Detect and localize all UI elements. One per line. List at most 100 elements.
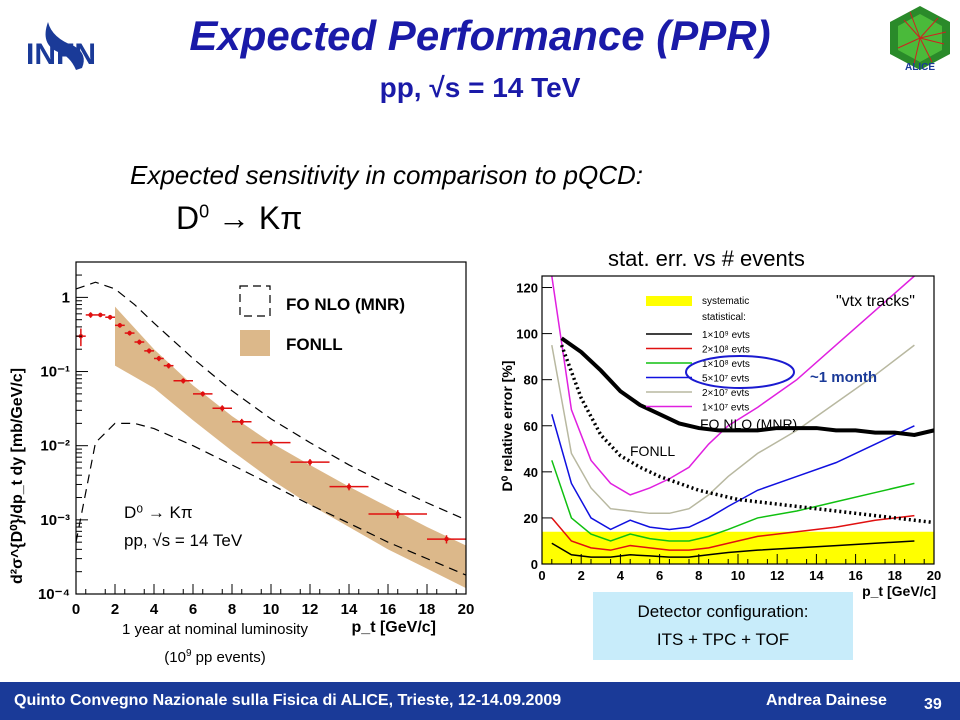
stat-error-line bbox=[551, 460, 915, 542]
legend-fonll-swatch bbox=[240, 330, 270, 356]
data-point-marker bbox=[137, 339, 142, 345]
right-x-tick-label: 8 bbox=[695, 568, 702, 583]
data-point-marker bbox=[98, 312, 103, 318]
left-x-tick-label: 10 bbox=[263, 601, 280, 618]
fonll-band bbox=[115, 306, 466, 589]
stat-err-title: stat. err. vs # events bbox=[608, 246, 805, 271]
footer-bar bbox=[0, 682, 960, 720]
footer-conference: Quinto Convegno Nazionale sulla Fisica d… bbox=[14, 692, 562, 709]
decay-sup: 0 bbox=[199, 201, 210, 222]
left-x-tick-label: 20 bbox=[458, 601, 475, 618]
month-label: ~1 month bbox=[810, 369, 877, 386]
data-point bbox=[232, 418, 252, 426]
detector-line2: ITS + TPC + TOF bbox=[656, 630, 790, 649]
right-x-tick-label: 6 bbox=[656, 568, 663, 583]
legend-series-label: 2×10⁷ evts bbox=[702, 388, 749, 399]
data-point bbox=[163, 363, 174, 369]
mnr-label: FO NLO (MNR) bbox=[700, 416, 797, 432]
right-y-tick-label: 0 bbox=[531, 557, 538, 572]
legend-fo-nlo-label: FO NLO (MNR) bbox=[286, 295, 405, 314]
left-x-tick-label: 6 bbox=[189, 601, 197, 618]
right-ylabel: D⁰ relative error [%] bbox=[499, 361, 515, 492]
relative-error-chart: 0 2 4 6 8 10 12 14 16 18 20 0 20 40 60 80 100 120 systema… bbox=[499, 275, 941, 599]
data-point-marker bbox=[146, 348, 152, 354]
legend-series-label: 1×10⁹ evts bbox=[702, 330, 750, 341]
data-point-marker bbox=[220, 406, 225, 411]
slide-subtitle: pp, √s = 14 TeV bbox=[379, 72, 581, 103]
left-y-tick-label: 10⁻² bbox=[40, 438, 70, 455]
legend-series-label: 5×10⁷ evts bbox=[702, 374, 749, 385]
data-point bbox=[95, 312, 106, 318]
vtx-tracks-label: "vtx tracks" bbox=[836, 293, 915, 310]
infn-logo-text: INFN bbox=[26, 38, 96, 71]
lumi-sup: 9 bbox=[185, 648, 192, 659]
legend-series-label: 2×10⁸ evts bbox=[702, 345, 750, 356]
left-y-tick-label: 10⁻⁴ bbox=[38, 586, 70, 603]
data-point-marker bbox=[395, 511, 400, 517]
stat-error-line bbox=[551, 344, 915, 515]
left-x-tick-label: 18 bbox=[419, 601, 436, 618]
right-x-tick-label: 12 bbox=[770, 568, 784, 583]
data-point bbox=[427, 535, 466, 544]
legend-fonll-label: FONLL bbox=[286, 335, 343, 354]
decay-base: D bbox=[176, 200, 200, 236]
legend-statistical-label: statistical: bbox=[702, 312, 746, 323]
data-point bbox=[290, 459, 330, 466]
detector-config-box: Detector configuration: ITS + TPC + TOF bbox=[593, 592, 853, 660]
legend-series-label: 1×10⁸ evts bbox=[702, 359, 750, 370]
left-y-tick-label: 10⁻³ bbox=[40, 512, 70, 529]
lumi-pre: (10 bbox=[164, 649, 186, 666]
right-x-tick-label: 16 bbox=[848, 568, 862, 583]
fo-nlo-upper-curve bbox=[75, 281, 467, 521]
luminosity-note: 1 year at nominal luminosity (109 pp eve… bbox=[80, 618, 350, 670]
left-x-tick-label: 0 bbox=[72, 601, 80, 618]
decay-rest: → Kπ bbox=[209, 200, 303, 236]
data-point-marker bbox=[181, 378, 186, 384]
fo-nlo-lower-curve bbox=[75, 422, 467, 576]
fonll-curve-label: FONLL bbox=[630, 443, 675, 459]
right-y-tick-label: 20 bbox=[524, 511, 538, 526]
left-x-tick-label: 8 bbox=[228, 601, 236, 618]
right-x-tick-label: 4 bbox=[617, 568, 625, 583]
left-x-tick-label: 16 bbox=[380, 601, 397, 618]
data-point bbox=[144, 348, 154, 354]
data-point bbox=[134, 339, 145, 345]
data-point-marker bbox=[127, 330, 132, 336]
infn-logo: INFN bbox=[26, 22, 96, 71]
left-x-tick-label: 12 bbox=[302, 601, 319, 618]
data-point-marker bbox=[239, 419, 244, 424]
slide-title: Expected Performance (PPR) bbox=[189, 12, 771, 59]
stat-error-line bbox=[551, 514, 915, 551]
left-y-tick-label: 10⁻¹ bbox=[40, 364, 70, 381]
alice-logo-text: ALICE bbox=[905, 62, 935, 72]
data-point bbox=[85, 312, 96, 318]
data-point bbox=[329, 483, 369, 491]
fonll-curve bbox=[559, 344, 935, 525]
right-y-tick-label: 60 bbox=[524, 419, 538, 434]
data-point bbox=[212, 405, 232, 412]
annotation-decay: D⁰ → Kπ bbox=[124, 503, 193, 522]
left-x-tick-label: 14 bbox=[341, 601, 358, 618]
left-x-tick-label: 4 bbox=[150, 601, 159, 618]
data-point-marker bbox=[268, 440, 274, 445]
data-point bbox=[105, 314, 115, 320]
data-point-marker bbox=[444, 536, 449, 542]
right-y-tick-label: 40 bbox=[524, 465, 538, 480]
data-point bbox=[154, 355, 164, 362]
right-y-tick-label: 100 bbox=[516, 327, 538, 342]
data-point bbox=[368, 510, 427, 519]
right-y-tick-label: 80 bbox=[524, 373, 538, 388]
data-point-marker bbox=[200, 391, 205, 397]
stat-error-line bbox=[551, 275, 915, 496]
right-x-tick-label: 18 bbox=[888, 568, 902, 583]
lumi-post: pp events) bbox=[191, 649, 266, 666]
legend-fo-nlo-swatch bbox=[239, 285, 271, 317]
legend-systematic-swatch bbox=[646, 296, 692, 306]
stat-error-line bbox=[551, 540, 915, 558]
infn-logo-swoosh bbox=[45, 22, 84, 70]
data-point bbox=[193, 391, 213, 397]
month-ellipse bbox=[685, 355, 795, 389]
right-xlabel: p_t [GeV/c] bbox=[862, 583, 936, 599]
left-x-tick-label: 2 bbox=[111, 601, 119, 618]
fo-nlo-mnr-curve bbox=[560, 336, 935, 438]
